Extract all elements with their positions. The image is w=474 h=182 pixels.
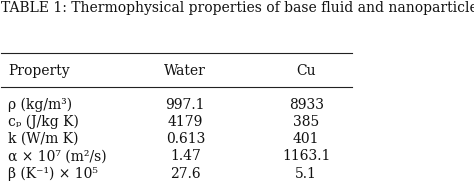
Text: ρ (kg/m³): ρ (kg/m³) xyxy=(9,97,73,112)
Text: 385: 385 xyxy=(293,115,319,129)
Text: 997.1: 997.1 xyxy=(165,98,205,112)
Text: 4179: 4179 xyxy=(168,115,203,129)
Text: k (W/m K): k (W/m K) xyxy=(9,132,79,146)
Text: 0.613: 0.613 xyxy=(166,132,205,146)
Text: α × 10⁷ (m²/s): α × 10⁷ (m²/s) xyxy=(9,149,107,163)
Text: 1163.1: 1163.1 xyxy=(282,149,330,163)
Text: 27.6: 27.6 xyxy=(170,167,201,181)
Text: 1.47: 1.47 xyxy=(170,149,201,163)
Text: cₚ (J/kg K): cₚ (J/kg K) xyxy=(9,115,79,129)
Text: 5.1: 5.1 xyxy=(295,167,317,181)
Text: Cu: Cu xyxy=(296,64,316,78)
Text: TABLE 1: Thermophysical properties of base fluid and nanoparticles.: TABLE 1: Thermophysical properties of ba… xyxy=(1,1,474,15)
Text: 8933: 8933 xyxy=(289,98,324,112)
Text: Water: Water xyxy=(164,64,206,78)
Text: Property: Property xyxy=(9,64,70,78)
Text: β (K⁻¹) × 10⁵: β (K⁻¹) × 10⁵ xyxy=(9,167,98,181)
Text: 401: 401 xyxy=(293,132,319,146)
